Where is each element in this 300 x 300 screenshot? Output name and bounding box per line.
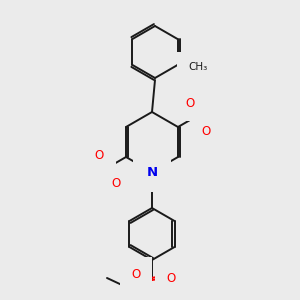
Text: O: O <box>185 97 194 110</box>
Text: O: O <box>167 272 176 284</box>
Text: O: O <box>111 177 121 190</box>
Text: CH₃: CH₃ <box>188 62 207 72</box>
Text: O: O <box>95 148 104 161</box>
Text: O: O <box>131 268 141 281</box>
Text: O: O <box>201 125 211 138</box>
Text: N: N <box>146 166 158 178</box>
